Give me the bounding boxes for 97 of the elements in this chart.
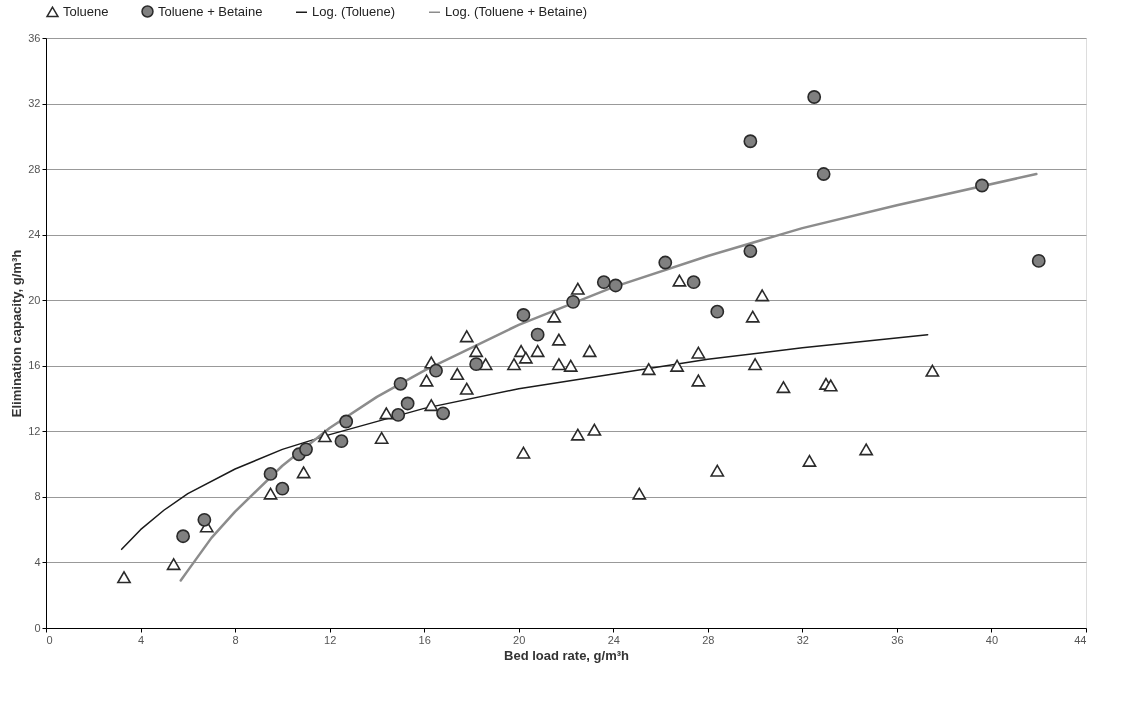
- point: [551, 333, 566, 346]
- point: [400, 396, 415, 411]
- point: [776, 380, 791, 394]
- point: [429, 363, 443, 378]
- x-tick-label: 12: [324, 633, 337, 646]
- point: [672, 274, 687, 287]
- point: [379, 407, 394, 420]
- point: [469, 357, 484, 372]
- point: [317, 430, 332, 443]
- point: [419, 374, 434, 387]
- point: [299, 442, 313, 457]
- y-tick-label: 0: [34, 621, 41, 634]
- y-tick-label: 32: [28, 97, 41, 110]
- point: [691, 374, 706, 387]
- x-tick-label: 20: [513, 633, 526, 646]
- legend-label: Log. (Toluene): [312, 4, 396, 20]
- point: [393, 376, 408, 391]
- x-tick-label: 36: [891, 633, 904, 646]
- point: [748, 358, 763, 371]
- point: [582, 344, 597, 358]
- y-tick-label: 24: [28, 228, 41, 241]
- point: [263, 487, 278, 500]
- point: [686, 275, 701, 290]
- legend-label: Log. (Toluene + Betaine): [445, 4, 588, 20]
- x-tick-label: 24: [607, 633, 620, 646]
- line-series: [120, 333, 929, 551]
- x-tick-label: 32: [796, 633, 809, 646]
- point: [275, 481, 290, 496]
- point: [551, 358, 566, 371]
- y-tick-label: 28: [28, 162, 41, 175]
- y-tick-label: 16: [28, 359, 41, 372]
- x-tick-label: 44: [1074, 633, 1087, 646]
- point: [743, 244, 758, 258]
- point: [670, 359, 685, 372]
- point: [507, 358, 521, 371]
- point: [658, 255, 673, 270]
- point: [391, 408, 406, 422]
- point: [547, 310, 562, 323]
- point: [518, 351, 533, 364]
- point: [469, 344, 484, 358]
- point: [339, 414, 354, 429]
- y-axis-title: Elimination capacity, g/m³h: [9, 249, 25, 418]
- point: [334, 434, 349, 449]
- point: [530, 344, 545, 358]
- point: [450, 367, 465, 381]
- legend-label: Toluene + Betaine: [158, 3, 263, 19]
- point: [570, 428, 585, 441]
- point: [436, 406, 451, 421]
- y-tick-label: 8: [34, 490, 41, 503]
- point: [566, 294, 581, 309]
- x-tick-label: 0: [46, 633, 53, 646]
- point: [755, 289, 770, 302]
- x-tick-label: 28: [702, 633, 715, 646]
- y-tick-label: 12: [28, 424, 41, 437]
- point: [1031, 253, 1046, 268]
- x-axis-title: Bed load rate, g/m³h: [504, 647, 630, 663]
- point: [743, 134, 758, 149]
- legend-label: Toluene: [63, 3, 109, 19]
- y-tick-label: 20: [28, 293, 41, 306]
- point: [197, 512, 212, 527]
- point: [802, 454, 817, 467]
- point: [516, 308, 531, 322]
- y-tick-label: 36: [28, 31, 41, 44]
- x-tick-label: 40: [985, 633, 999, 646]
- point: [563, 359, 578, 372]
- point: [263, 467, 278, 481]
- point: [516, 446, 531, 459]
- point: [925, 364, 940, 377]
- line-series: [179, 172, 1038, 582]
- point: [459, 382, 474, 395]
- x-tick-label: 4: [137, 633, 145, 646]
- point: [587, 423, 602, 436]
- point: [816, 167, 831, 181]
- y-tick-label: 4: [34, 555, 41, 568]
- point: [596, 275, 611, 290]
- point: [530, 327, 545, 342]
- point: [117, 571, 131, 584]
- point: [641, 362, 656, 376]
- point: [807, 90, 822, 104]
- point: [374, 431, 389, 444]
- point: [632, 487, 647, 500]
- point: [166, 557, 181, 571]
- point: [424, 399, 439, 412]
- point: [296, 466, 311, 479]
- point: [745, 310, 760, 323]
- point: [176, 529, 191, 544]
- point: [570, 282, 585, 295]
- point: [691, 346, 706, 359]
- point: [608, 278, 623, 293]
- x-tick-label: 8: [232, 633, 239, 646]
- point: [710, 304, 725, 319]
- point: [710, 464, 725, 477]
- point: [459, 330, 474, 343]
- point: [823, 379, 838, 392]
- point: [975, 178, 989, 193]
- x-tick-label: 16: [418, 633, 431, 646]
- point: [859, 443, 874, 456]
